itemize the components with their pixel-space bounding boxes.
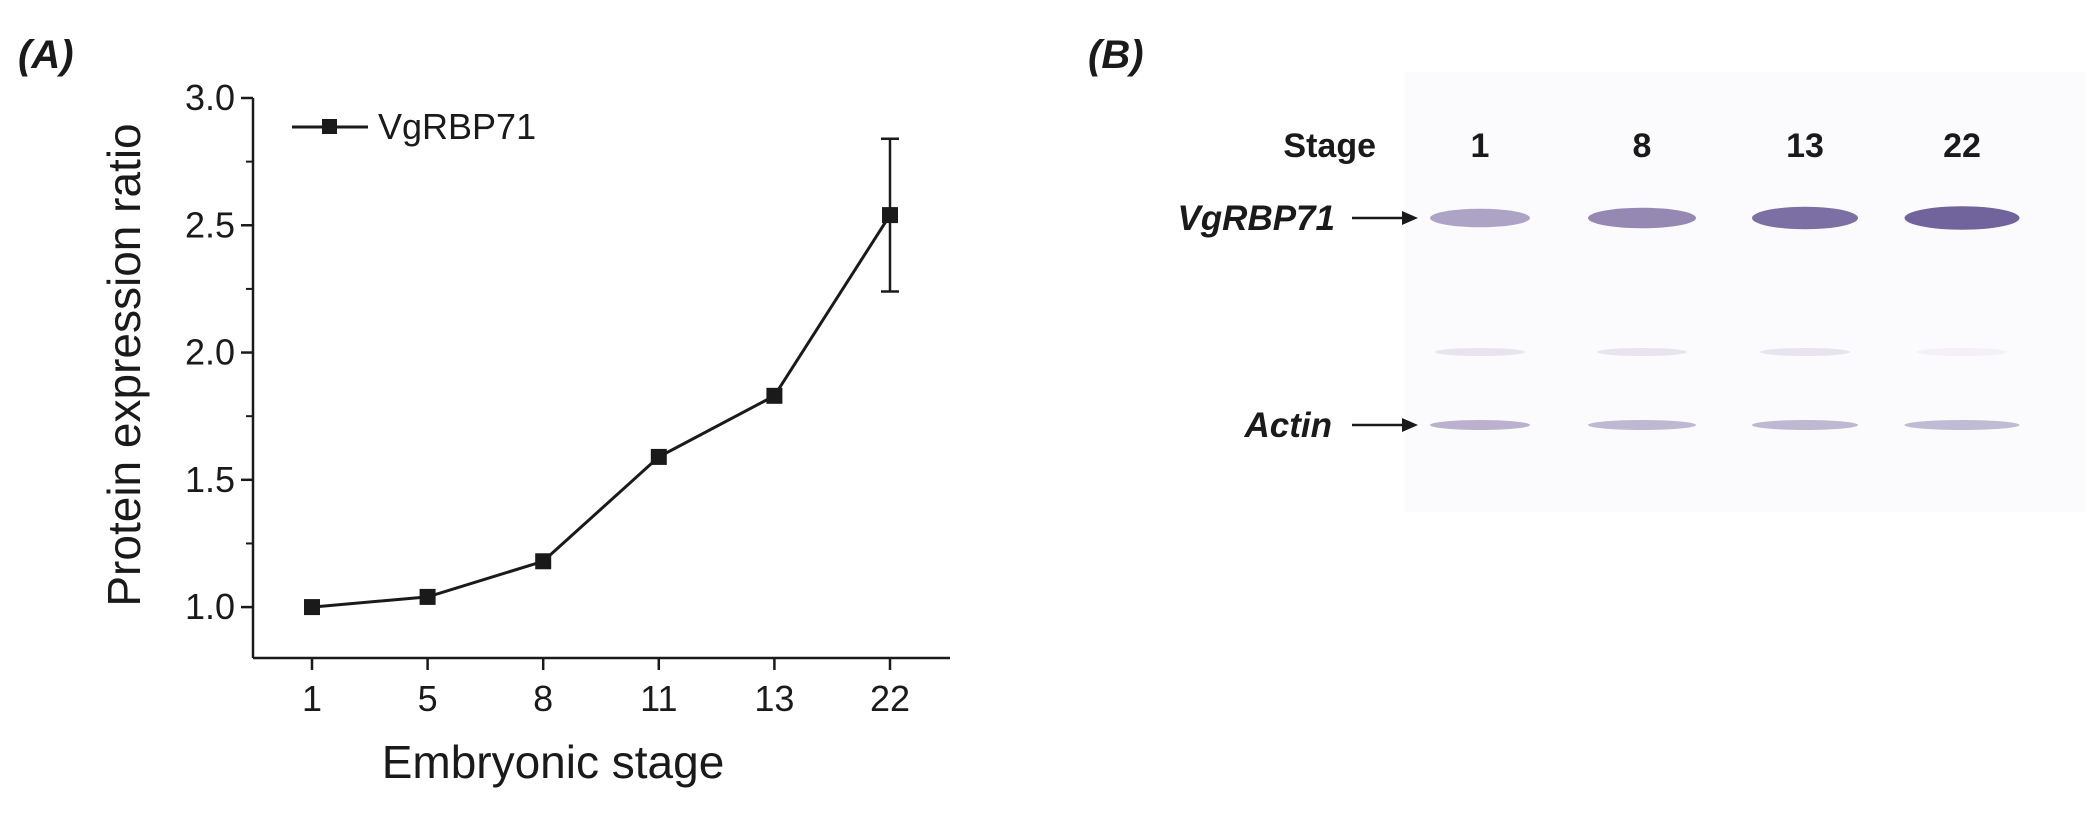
row-label: VgRBP71 bbox=[1177, 199, 1335, 238]
lane-label: 8 bbox=[1633, 127, 1652, 165]
blot-band bbox=[1430, 208, 1530, 228]
y-tick-label: 2.5 bbox=[185, 204, 235, 245]
faint-band bbox=[1597, 348, 1687, 356]
blot-band bbox=[1588, 420, 1696, 430]
y-tick-label: 3.0 bbox=[185, 77, 235, 118]
y-axis-title: Protein expression ratio bbox=[98, 123, 150, 606]
western-blot: Stage 1 8 13 22 VgRBP71 Actin bbox=[1177, 72, 2085, 512]
data-point bbox=[535, 553, 552, 570]
lane-label: 22 bbox=[1943, 127, 1981, 165]
faint-band bbox=[1760, 348, 1850, 356]
arrow-head bbox=[1402, 211, 1418, 225]
y-tick-label: 2.0 bbox=[185, 332, 235, 373]
y-tick-label: 1.0 bbox=[185, 586, 235, 627]
blot-band bbox=[1904, 420, 2020, 430]
blot-band bbox=[1752, 420, 1858, 430]
faint-band bbox=[1435, 348, 1525, 356]
series-line bbox=[311, 214, 892, 609]
chart-series bbox=[304, 137, 899, 616]
blot-band bbox=[1430, 420, 1530, 430]
y-axis: 1.0 1.5 2.0 2.5 3.0 bbox=[185, 77, 255, 658]
x-tick-label: 22 bbox=[870, 678, 910, 719]
x-axis-title: Embryonic stage bbox=[382, 736, 725, 788]
row-labels: VgRBP71 Actin bbox=[1177, 199, 1418, 445]
x-tick-label: 13 bbox=[754, 678, 794, 719]
blot-band bbox=[1752, 206, 1858, 230]
data-point bbox=[304, 599, 320, 616]
x-tick-label: 1 bbox=[302, 678, 322, 719]
y-tick-label: 1.5 bbox=[185, 459, 235, 500]
lane-label: 13 bbox=[1786, 127, 1824, 165]
data-point bbox=[650, 448, 667, 465]
faint-band bbox=[1917, 348, 2007, 356]
blot-band bbox=[1904, 206, 2020, 230]
lane-labels: 1 8 13 22 bbox=[1471, 127, 1981, 165]
blot-stage-header: Stage bbox=[1283, 127, 1376, 165]
row-label: Actin bbox=[1244, 406, 1333, 445]
panel-b-label: (B) bbox=[1088, 33, 1144, 77]
panel-a-label: (A) bbox=[18, 33, 74, 77]
blot-band bbox=[1588, 207, 1696, 229]
legend: VgRBP71 bbox=[292, 106, 536, 147]
x-tick-label: 8 bbox=[533, 678, 553, 719]
x-tick-label: 5 bbox=[418, 678, 438, 719]
data-point bbox=[419, 588, 436, 605]
line-chart: 1.0 1.5 2.0 2.5 3.0 1 5 8 11 13 22 Embryonic stag… bbox=[98, 77, 950, 788]
arrow-head bbox=[1402, 418, 1418, 432]
x-axis: 1 5 8 11 13 22 bbox=[253, 656, 950, 719]
bands bbox=[1430, 206, 2020, 430]
legend-label: VgRBP71 bbox=[378, 106, 536, 147]
x-tick-label: 11 bbox=[640, 678, 677, 719]
blot-membrane bbox=[1405, 72, 2085, 512]
lane-label: 1 bbox=[1471, 127, 1490, 165]
legend-marker bbox=[322, 119, 337, 134]
data-point bbox=[766, 387, 783, 404]
data-point bbox=[882, 207, 898, 224]
